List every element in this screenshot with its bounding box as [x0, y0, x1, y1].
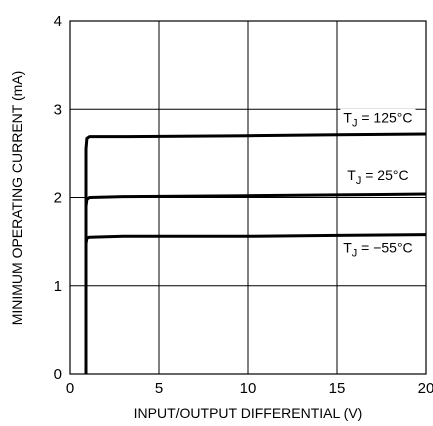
series-line-0	[84, 132, 427, 374]
y-tick-label: 3	[54, 101, 62, 118]
series-label: TJ = 25°C	[347, 167, 408, 187]
series-line-2	[84, 233, 427, 374]
series-label-bg	[344, 166, 412, 189]
series-label-bg	[340, 108, 416, 131]
series-label-rest: = 125°C	[357, 110, 412, 126]
series-label-rest: = −55°C	[357, 239, 412, 255]
x-tick-label: 20	[418, 380, 433, 397]
series-label-bg	[340, 238, 416, 261]
x-tick-label: 5	[155, 380, 163, 397]
series-line-1	[84, 192, 427, 374]
curves	[84, 132, 427, 374]
series-label-main: T	[343, 239, 352, 255]
x-axis-label: INPUT/OUTPUT DIFFERENTIAL (V)	[134, 405, 363, 421]
series-label: TJ = −55°C	[343, 239, 412, 259]
x-tick-label: 0	[66, 380, 74, 397]
y-axis-label: MINIMUM OPERATING CURRENT (mA)	[9, 71, 25, 326]
y-tick-label: 2	[54, 190, 62, 207]
series-labels: TJ = 125°CTJ = 25°CTJ = −55°C	[340, 108, 416, 261]
series-label-subscript: J	[352, 118, 358, 130]
x-tick-label: 10	[240, 380, 257, 397]
series-label-subscript: J	[356, 175, 362, 187]
series-label: TJ = 125°C	[343, 110, 412, 130]
x-tick-label: 15	[329, 380, 346, 397]
y-tick-label: 1	[54, 278, 62, 295]
series-label-main: T	[343, 110, 352, 126]
plot-frame	[69, 20, 427, 375]
y-tick-label: 0	[54, 366, 62, 383]
series-label-subscript: J	[352, 247, 358, 259]
y-tick-label: 4	[54, 13, 62, 30]
series-label-main: T	[347, 167, 356, 183]
tick-labels: 0 5 10 15 20 0 1 2 3 4	[54, 13, 433, 397]
series-label-rest: = 25°C	[361, 167, 408, 183]
